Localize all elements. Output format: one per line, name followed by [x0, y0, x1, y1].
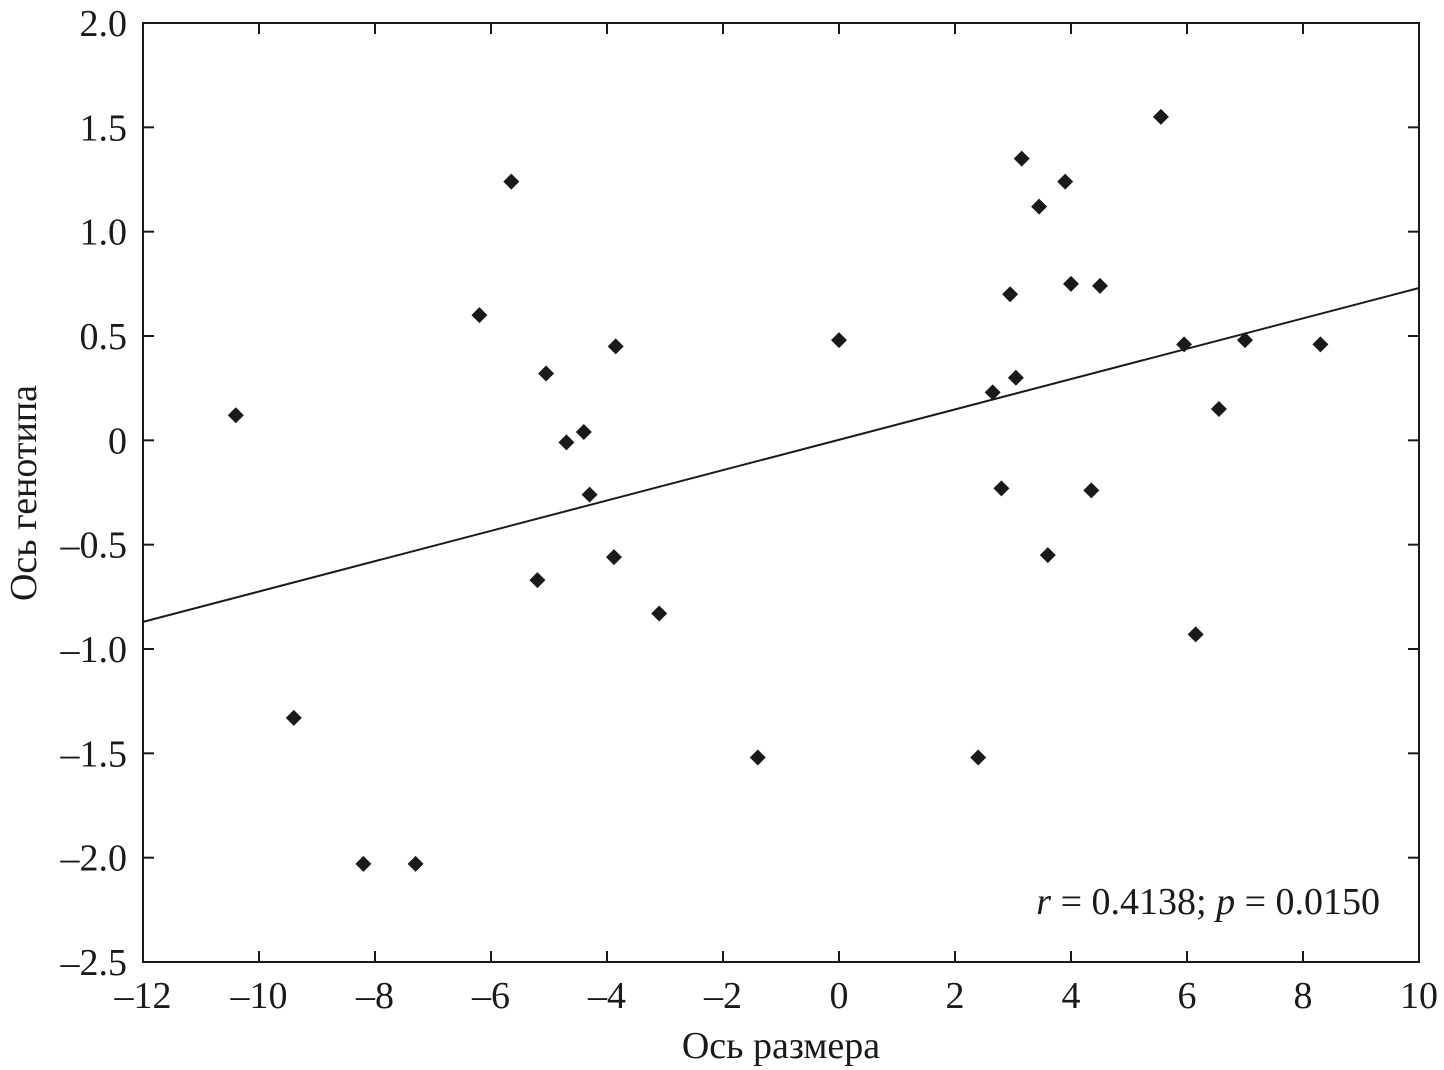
y-tick-label: 1.5 — [80, 107, 128, 149]
data-point — [1007, 369, 1024, 386]
y-tick-label: –1.5 — [60, 733, 128, 775]
data-point — [503, 173, 520, 190]
x-tick-label: –6 — [471, 975, 510, 1017]
x-tick-label: –4 — [587, 975, 626, 1017]
data-point — [970, 749, 987, 766]
y-axis-title: Ось генотипа — [3, 385, 45, 601]
data-point — [355, 855, 372, 872]
correlation-annotation: r = 0.4138; p = 0.0150 — [1036, 881, 1380, 923]
y-axis-ticks — [143, 22, 1419, 963]
data-point — [1013, 150, 1030, 167]
data-point — [558, 434, 575, 451]
data-point — [1039, 547, 1056, 564]
y-tick-label: 1.0 — [80, 212, 128, 254]
y-tick-label: –1.0 — [60, 629, 128, 671]
data-point — [1152, 108, 1169, 125]
data-point — [1002, 286, 1019, 303]
x-tick-label: 8 — [1294, 975, 1313, 1017]
x-tick-label: 10 — [1400, 975, 1438, 1017]
y-tick-label: –2.5 — [60, 942, 128, 984]
y-tick-label: –2.0 — [60, 838, 128, 880]
data-point — [605, 549, 622, 566]
data-point — [993, 480, 1010, 497]
x-tick-label: 6 — [1178, 975, 1197, 1017]
data-point — [1237, 332, 1253, 349]
p-symbol: p — [1213, 881, 1235, 923]
data-point — [607, 338, 624, 355]
regression-line — [142, 287, 1420, 623]
data-point — [1057, 173, 1074, 190]
data-point — [1083, 482, 1100, 499]
data-point — [651, 605, 668, 622]
x-axis-tick-labels: –12 –10 –8 –6 –4 –2 0 2 4 6 8 10 — [114, 975, 1439, 1017]
data-point — [407, 855, 424, 872]
x-tick-label: –10 — [230, 975, 288, 1017]
x-tick-label: 4 — [1062, 975, 1081, 1017]
data-point — [1312, 336, 1329, 353]
y-tick-label: –0.5 — [60, 525, 128, 567]
data-point — [831, 332, 847, 349]
x-tick-label: 0 — [830, 975, 849, 1017]
plot-frame — [142, 22, 1420, 963]
data-point — [285, 709, 302, 726]
data-point — [1176, 336, 1193, 353]
p-value: = 0.0150 — [1235, 881, 1380, 923]
x-tick-label: –2 — [703, 975, 742, 1017]
r-value: = 0.4138; — [1051, 881, 1216, 923]
data-point — [538, 365, 555, 382]
y-tick-label: 0.5 — [80, 316, 128, 358]
data-point — [227, 407, 244, 424]
data-points — [227, 108, 1329, 872]
y-tick-label: 2.0 — [80, 3, 128, 45]
data-point — [529, 572, 546, 589]
x-tick-label: 2 — [946, 975, 965, 1017]
data-point — [471, 307, 488, 324]
x-axis-ticks — [142, 23, 1420, 962]
x-axis-title: Ось размера — [682, 1025, 880, 1067]
x-tick-label: –12 — [114, 975, 172, 1017]
x-tick-label: –8 — [355, 975, 394, 1017]
data-point — [749, 749, 766, 766]
data-point — [984, 384, 1001, 401]
data-point — [581, 486, 598, 503]
data-point — [1092, 277, 1108, 294]
r-symbol: r — [1036, 881, 1051, 923]
data-point — [1031, 198, 1048, 215]
y-tick-label: 0 — [108, 420, 127, 462]
y-axis-tick-labels: 2.0 1.5 1.0 0.5 0 –0.5 –1.0 –1.5 –2.0 –2.5 — [60, 3, 128, 984]
data-point — [1187, 626, 1204, 643]
data-point — [575, 423, 592, 440]
data-point — [1210, 401, 1227, 418]
data-point — [1063, 275, 1079, 292]
